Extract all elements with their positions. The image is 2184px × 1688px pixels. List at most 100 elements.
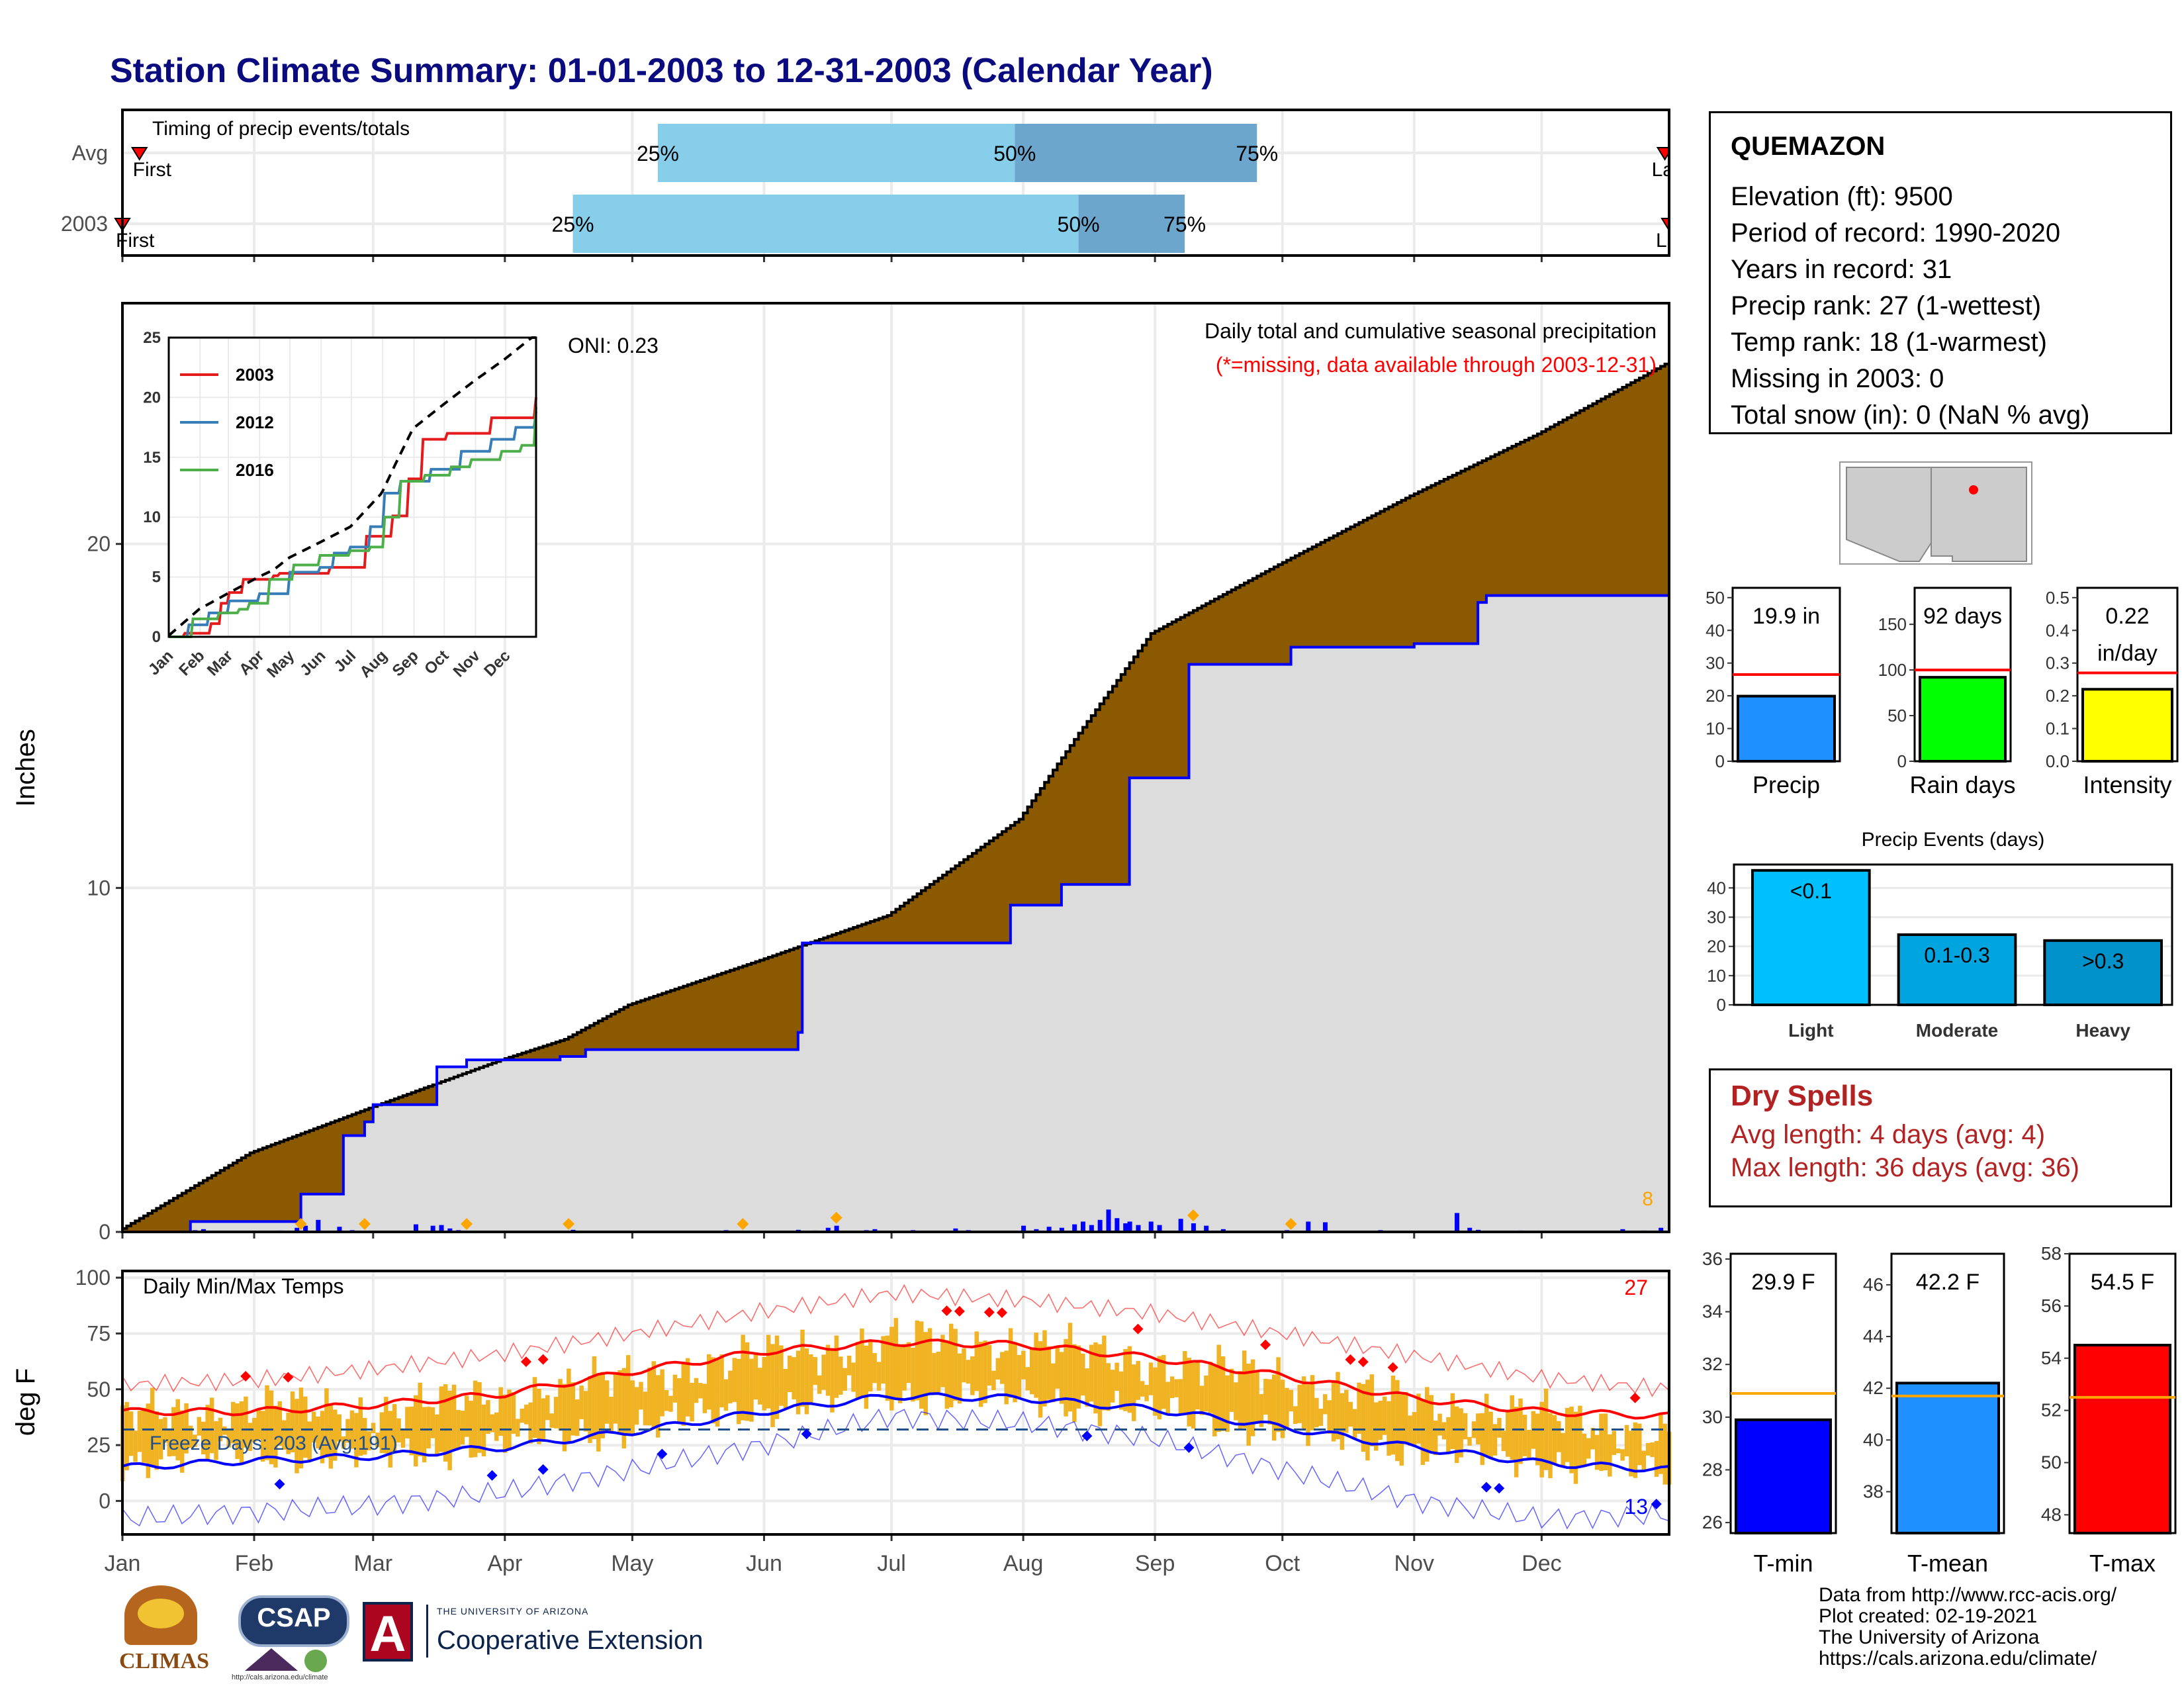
daily-temp-bar <box>1514 1407 1519 1477</box>
timing-row-label: Avg <box>71 141 108 165</box>
daily-temp-bar <box>179 1410 185 1473</box>
daily-temp-bar <box>1178 1379 1183 1416</box>
daily-temp-bar <box>1097 1344 1103 1427</box>
daily-temp-bar <box>715 1358 720 1427</box>
daily-temp-bar <box>562 1383 567 1452</box>
daily-temp-bar <box>154 1411 159 1470</box>
daily-temp-bar <box>1433 1421 1438 1456</box>
daily-temp-bar <box>1420 1400 1426 1466</box>
daily-temp-bar <box>830 1348 835 1413</box>
station-temp-rank: Temp rank: 18 (1-warmest) <box>1731 328 2047 357</box>
daily-temp-bar <box>537 1389 541 1444</box>
cumulative-y-tick-label: 10 <box>87 876 111 900</box>
daily-temp-bar <box>758 1368 762 1405</box>
daily-temp-bar <box>1013 1343 1017 1403</box>
daily-temp-bar <box>983 1340 987 1403</box>
cumulative-y-axis-label: Inches <box>11 729 40 807</box>
daily-temp-bar <box>435 1414 439 1454</box>
daily-temp-bar <box>1352 1409 1357 1438</box>
temp-x-tick-label: Aug <box>1003 1551 1044 1576</box>
daily-temp-bar <box>1340 1393 1345 1450</box>
daily-temp-bar <box>307 1421 312 1460</box>
precip-events-border <box>1733 863 2173 1006</box>
daily-temp-bar <box>1263 1378 1268 1415</box>
cumulative-title: Daily total and cumulative seasonal prec… <box>1205 319 1657 343</box>
daily-temp-bar <box>1115 1362 1119 1391</box>
precip-events-bar-label: 0.1-0.3 <box>1924 943 1990 967</box>
daily-temp-bar <box>906 1342 911 1383</box>
daily-temp-bar <box>1561 1432 1565 1466</box>
temp-x-tick-label: Dec <box>1522 1551 1561 1576</box>
daily-temp-bar <box>1365 1380 1370 1461</box>
daily-temp-bar <box>911 1347 915 1402</box>
daily-temp-bar <box>1331 1382 1336 1442</box>
timing-pct-label: 75% <box>1236 142 1278 165</box>
daily-temp-bar <box>197 1417 202 1436</box>
daily-temp-bar <box>1229 1368 1234 1412</box>
record-low-marker <box>1480 1481 1492 1493</box>
daily-temp-bar <box>1255 1371 1259 1423</box>
daily-temp-bar <box>1633 1422 1638 1478</box>
daily-temp-bar <box>745 1342 750 1421</box>
stat-y-tick-label: 40 <box>1706 620 1725 640</box>
temp-x-tick-label: Feb <box>235 1551 274 1576</box>
temp-x-tick-label: Apr <box>487 1551 522 1576</box>
temp-y-tick-label: 25 <box>87 1433 111 1457</box>
daily-precip-bar <box>1115 1218 1120 1232</box>
daily-temp-bar <box>167 1430 172 1457</box>
daily-temp-bar <box>1076 1345 1081 1409</box>
daily-temp-bar <box>779 1345 784 1406</box>
daily-temp-bar <box>813 1357 818 1385</box>
daily-temp-bar <box>974 1331 979 1391</box>
stat-y-tick-label: 50 <box>1706 588 1725 608</box>
daily-temp-bar <box>570 1382 576 1436</box>
daily-temp-bar <box>367 1431 371 1451</box>
daily-precip-bar <box>1127 1221 1132 1232</box>
daily-temp-bar <box>1267 1379 1272 1425</box>
daily-temp-bar <box>1569 1406 1574 1474</box>
daily-temp-bar <box>915 1320 920 1401</box>
daily-precip-bar <box>1080 1221 1085 1232</box>
daily-temp-bar <box>502 1394 508 1453</box>
daily-temp-bar <box>1369 1374 1375 1446</box>
daily-temp-bar <box>422 1407 427 1463</box>
daily-temp-bar <box>613 1374 618 1424</box>
stat-value-label: 29.9 F <box>1751 1270 1815 1295</box>
stat-y-tick-label: 0.4 <box>2046 620 2070 640</box>
timing-bar-q50-q75 <box>1015 124 1257 182</box>
daily-temp-bar <box>146 1403 151 1478</box>
daily-temp-bar <box>558 1379 563 1431</box>
daily-temp-bar <box>1212 1364 1217 1436</box>
record-low-marker <box>274 1479 285 1490</box>
daily-temp-bar <box>825 1344 831 1396</box>
timing-pct-label: 50% <box>1058 212 1100 236</box>
record-low-marker <box>801 1429 812 1440</box>
daily-precip-bar <box>1089 1225 1094 1232</box>
daily-temp-bar <box>1132 1364 1136 1421</box>
daily-precip-bar <box>953 1228 958 1232</box>
stat-bar-t-mean <box>1895 1382 2000 1534</box>
daily-temp-bar <box>1127 1346 1132 1413</box>
daily-temp-bar <box>137 1411 142 1452</box>
daily-temp-bar <box>362 1418 367 1455</box>
station-location-dot <box>1969 485 1978 494</box>
daily-temp-bar <box>1425 1387 1430 1462</box>
timing-pct-label: 25% <box>637 142 679 165</box>
record-high-marker <box>283 1372 294 1383</box>
cumulative-corner-count: 8 <box>1642 1188 1653 1210</box>
daily-temp-bar <box>1408 1415 1412 1446</box>
record-high-marker <box>1132 1323 1144 1335</box>
timing-title: Timing of precip events/totals <box>152 118 410 140</box>
record-low-marker <box>537 1464 549 1475</box>
daily-temp-bar <box>766 1335 771 1409</box>
stat-y-tick-label: 38 <box>1863 1481 1884 1501</box>
stat-value-label: 92 days <box>1923 604 2002 629</box>
daily-temp-bar <box>311 1411 316 1443</box>
freeze-days-label: Freeze Days: 203 (Avg:191) <box>150 1432 398 1454</box>
stat-panel-name: Rain days <box>1909 771 2015 798</box>
stat-y-tick-label: 32 <box>1702 1354 1723 1374</box>
daily-precip-bar <box>1046 1227 1052 1232</box>
daily-temp-bar <box>1314 1397 1319 1428</box>
stat-value-label: 42.2 F <box>1916 1270 1979 1295</box>
heavy-precip-marker <box>461 1218 473 1230</box>
